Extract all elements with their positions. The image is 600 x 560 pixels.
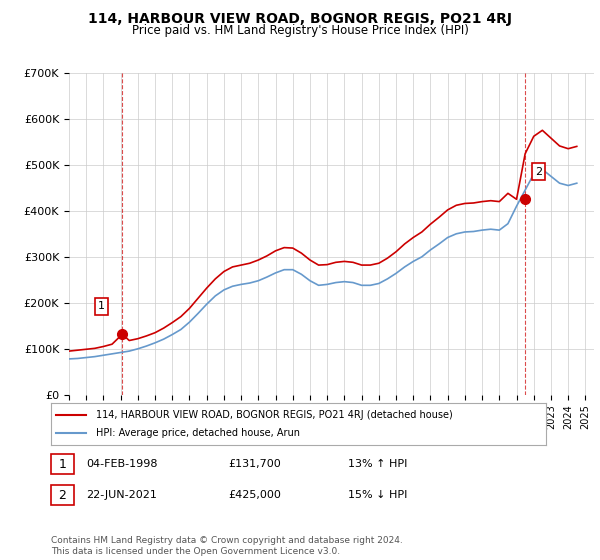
- Text: £131,700: £131,700: [228, 459, 281, 469]
- Text: 13% ↑ HPI: 13% ↑ HPI: [348, 459, 407, 469]
- Text: Price paid vs. HM Land Registry's House Price Index (HPI): Price paid vs. HM Land Registry's House …: [131, 24, 469, 37]
- Text: 15% ↓ HPI: 15% ↓ HPI: [348, 490, 407, 500]
- Text: HPI: Average price, detached house, Arun: HPI: Average price, detached house, Arun: [95, 428, 299, 438]
- Text: 114, HARBOUR VIEW ROAD, BOGNOR REGIS, PO21 4RJ (detached house): 114, HARBOUR VIEW ROAD, BOGNOR REGIS, PO…: [95, 410, 452, 420]
- Text: 2: 2: [58, 488, 67, 502]
- Text: 22-JUN-2021: 22-JUN-2021: [86, 490, 157, 500]
- Text: 2: 2: [535, 166, 542, 176]
- Text: £425,000: £425,000: [228, 490, 281, 500]
- Text: Contains HM Land Registry data © Crown copyright and database right 2024.
This d: Contains HM Land Registry data © Crown c…: [51, 536, 403, 556]
- Text: 1: 1: [58, 458, 67, 471]
- Text: 04-FEB-1998: 04-FEB-1998: [86, 459, 157, 469]
- Text: 114, HARBOUR VIEW ROAD, BOGNOR REGIS, PO21 4RJ: 114, HARBOUR VIEW ROAD, BOGNOR REGIS, PO…: [88, 12, 512, 26]
- Text: 1: 1: [98, 301, 105, 311]
